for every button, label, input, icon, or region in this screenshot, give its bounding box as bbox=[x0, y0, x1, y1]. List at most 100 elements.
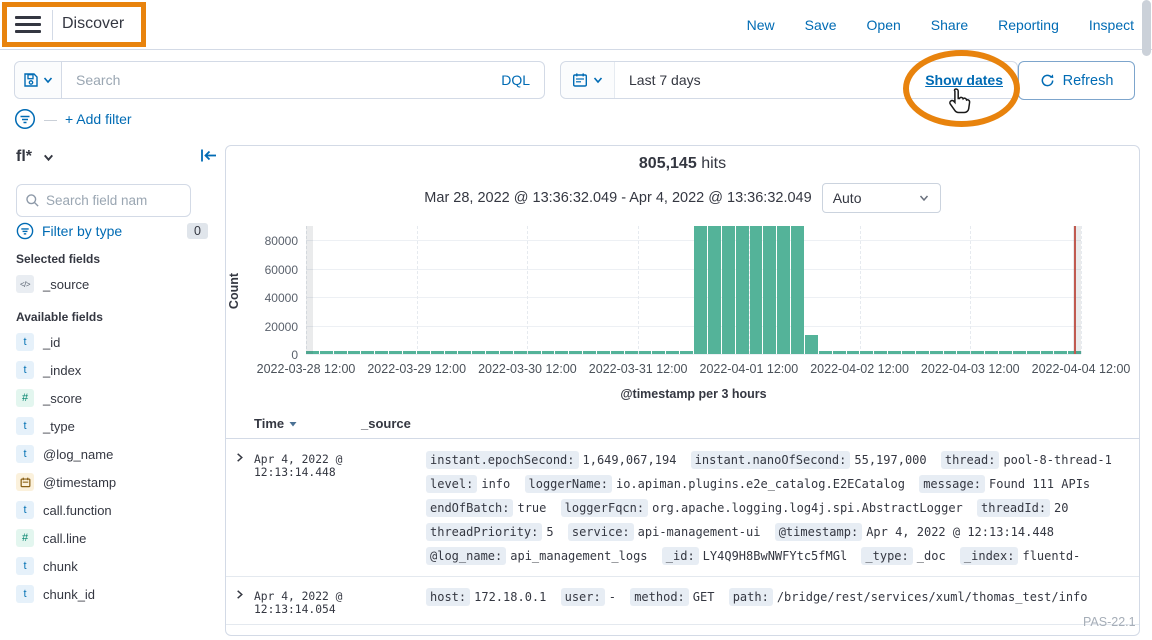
time-column-header[interactable]: Time bbox=[254, 416, 298, 431]
field-value-pair: @timestamp: Apr 4, 2022 @ 12:13:14.448 bbox=[774, 520, 1054, 544]
histogram-bar[interactable] bbox=[513, 351, 527, 354]
field-item-chunk[interactable]: t chunk bbox=[14, 552, 214, 580]
histogram-bar[interactable] bbox=[444, 351, 458, 354]
histogram-bar[interactable] bbox=[957, 351, 971, 354]
query-language-button[interactable]: DQL bbox=[501, 72, 530, 88]
nav-link-open[interactable]: Open bbox=[866, 17, 901, 33]
field-item-@timestamp[interactable]: @timestamp bbox=[14, 468, 214, 496]
histogram-bar[interactable] bbox=[735, 226, 749, 354]
search-input[interactable] bbox=[62, 62, 496, 98]
histogram-bar[interactable] bbox=[818, 351, 832, 354]
histogram-bar[interactable] bbox=[638, 351, 652, 354]
histogram-bar[interactable] bbox=[1012, 351, 1026, 354]
date-quick-select-button[interactable] bbox=[561, 62, 615, 98]
histogram-bar[interactable] bbox=[929, 351, 943, 354]
field-item-_id[interactable]: t _id bbox=[14, 328, 214, 356]
nav-link-reporting[interactable]: Reporting bbox=[998, 17, 1059, 33]
histogram-bar[interactable] bbox=[555, 351, 569, 354]
histogram-bar[interactable] bbox=[915, 351, 929, 354]
nav-link-inspect[interactable]: Inspect bbox=[1088, 17, 1134, 33]
field-item-call.line[interactable]: # call.line bbox=[14, 524, 214, 552]
histogram-bar[interactable] bbox=[749, 226, 763, 354]
histogram-bar[interactable] bbox=[832, 351, 846, 354]
histogram-bar[interactable] bbox=[583, 351, 597, 354]
filter-icon[interactable] bbox=[14, 108, 36, 130]
histogram-bar[interactable] bbox=[597, 351, 610, 354]
histogram-bar[interactable] bbox=[389, 351, 403, 354]
histogram-bar[interactable] bbox=[541, 351, 555, 354]
field-value-pair: _index: fluentd- bbox=[959, 544, 1080, 568]
date-picker: Last 7 days Show dates bbox=[560, 61, 1018, 99]
histogram-bar[interactable] bbox=[888, 351, 901, 354]
filter-by-type[interactable]: Filter by type 0 bbox=[16, 222, 208, 240]
histogram-bar[interactable] bbox=[998, 351, 1012, 354]
field-name-badge: service: bbox=[567, 523, 634, 541]
field-item-_score[interactable]: # _score bbox=[14, 384, 214, 412]
histogram-bar[interactable] bbox=[666, 351, 680, 354]
histogram-bar[interactable] bbox=[458, 351, 472, 354]
refresh-button[interactable]: Refresh bbox=[1018, 61, 1135, 100]
histogram-bar[interactable] bbox=[1040, 351, 1054, 354]
nav-link-new[interactable]: New bbox=[746, 17, 775, 33]
date-range-value[interactable]: Last 7 days bbox=[629, 72, 701, 88]
field-item-@log_name[interactable]: t @log_name bbox=[14, 440, 214, 468]
histogram-bar[interactable] bbox=[403, 351, 416, 354]
interval-select[interactable]: Auto bbox=[821, 183, 941, 213]
histogram-bar[interactable] bbox=[901, 350, 915, 354]
histogram-plot-area[interactable]: 0 20000 40000 60000 80000 bbox=[265, 226, 1082, 362]
histogram-bar[interactable] bbox=[430, 351, 444, 354]
collapse-sidebar-button[interactable] bbox=[200, 148, 218, 163]
histogram-bars[interactable] bbox=[306, 226, 1082, 354]
field-item-_index[interactable]: t _index bbox=[14, 356, 214, 384]
histogram-bar[interactable] bbox=[846, 351, 860, 354]
histogram-bar[interactable] bbox=[347, 351, 361, 354]
histogram-bar[interactable] bbox=[943, 351, 957, 354]
histogram-bar[interactable] bbox=[804, 334, 818, 354]
histogram-bar[interactable] bbox=[707, 226, 721, 354]
field-value-pair: instant.nanoOfSecond: 55,197,000 bbox=[690, 448, 927, 472]
histogram-bar[interactable] bbox=[680, 351, 694, 354]
histogram-bar[interactable] bbox=[1026, 351, 1040, 354]
histogram-bar[interactable] bbox=[985, 351, 998, 354]
histogram-bar[interactable] bbox=[333, 351, 347, 354]
histogram-bar[interactable] bbox=[306, 351, 319, 354]
filter-dash: — bbox=[44, 111, 57, 127]
histogram-bar[interactable] bbox=[721, 226, 735, 354]
histogram-bar[interactable] bbox=[694, 226, 707, 354]
histogram-bar[interactable] bbox=[777, 226, 791, 354]
field-search-input[interactable] bbox=[46, 193, 166, 208]
histogram-bar[interactable] bbox=[860, 351, 874, 354]
histogram-bar[interactable] bbox=[791, 226, 804, 354]
index-pattern-selector[interactable]: fl* bbox=[16, 148, 55, 166]
expand-row-button[interactable] bbox=[234, 448, 254, 568]
nav-link-share[interactable]: Share bbox=[930, 17, 969, 33]
scrollbar-thumb[interactable] bbox=[1142, 0, 1151, 56]
field-item-chunk_id[interactable]: t chunk_id bbox=[14, 580, 214, 608]
histogram-bar[interactable] bbox=[416, 351, 430, 354]
histogram-bar[interactable] bbox=[874, 351, 888, 354]
histogram-bar[interactable] bbox=[472, 351, 486, 354]
add-filter-button[interactable]: + Add filter bbox=[65, 111, 132, 127]
field-item-_source[interactable]: </> _source bbox=[14, 270, 214, 298]
field-item-call.function[interactable]: t call.function bbox=[14, 496, 214, 524]
histogram-bar[interactable] bbox=[624, 351, 638, 354]
histogram-bar[interactable] bbox=[500, 351, 513, 354]
saved-query-menu-button[interactable] bbox=[15, 62, 62, 98]
histogram-bar[interactable] bbox=[361, 351, 375, 354]
expand-row-button[interactable] bbox=[234, 585, 254, 616]
histogram-bar[interactable] bbox=[527, 351, 541, 354]
histogram-bar[interactable] bbox=[610, 350, 624, 354]
histogram-bar[interactable] bbox=[319, 351, 333, 354]
histogram-bar[interactable] bbox=[375, 351, 389, 354]
histogram-bar[interactable] bbox=[652, 351, 666, 354]
hamburger-menu-icon[interactable] bbox=[13, 12, 43, 38]
nav-link-save[interactable]: Save bbox=[804, 17, 837, 33]
histogram-bar[interactable] bbox=[763, 226, 777, 354]
field-item-_type[interactable]: t _type bbox=[14, 412, 214, 440]
histogram-bar[interactable] bbox=[569, 351, 583, 354]
histogram-bar[interactable] bbox=[1054, 351, 1068, 354]
histogram-bar[interactable] bbox=[971, 351, 985, 354]
field-value: Found 111 APIs bbox=[989, 477, 1091, 491]
histogram-bar[interactable] bbox=[486, 351, 500, 354]
show-dates-link[interactable]: Show dates bbox=[925, 72, 1003, 88]
